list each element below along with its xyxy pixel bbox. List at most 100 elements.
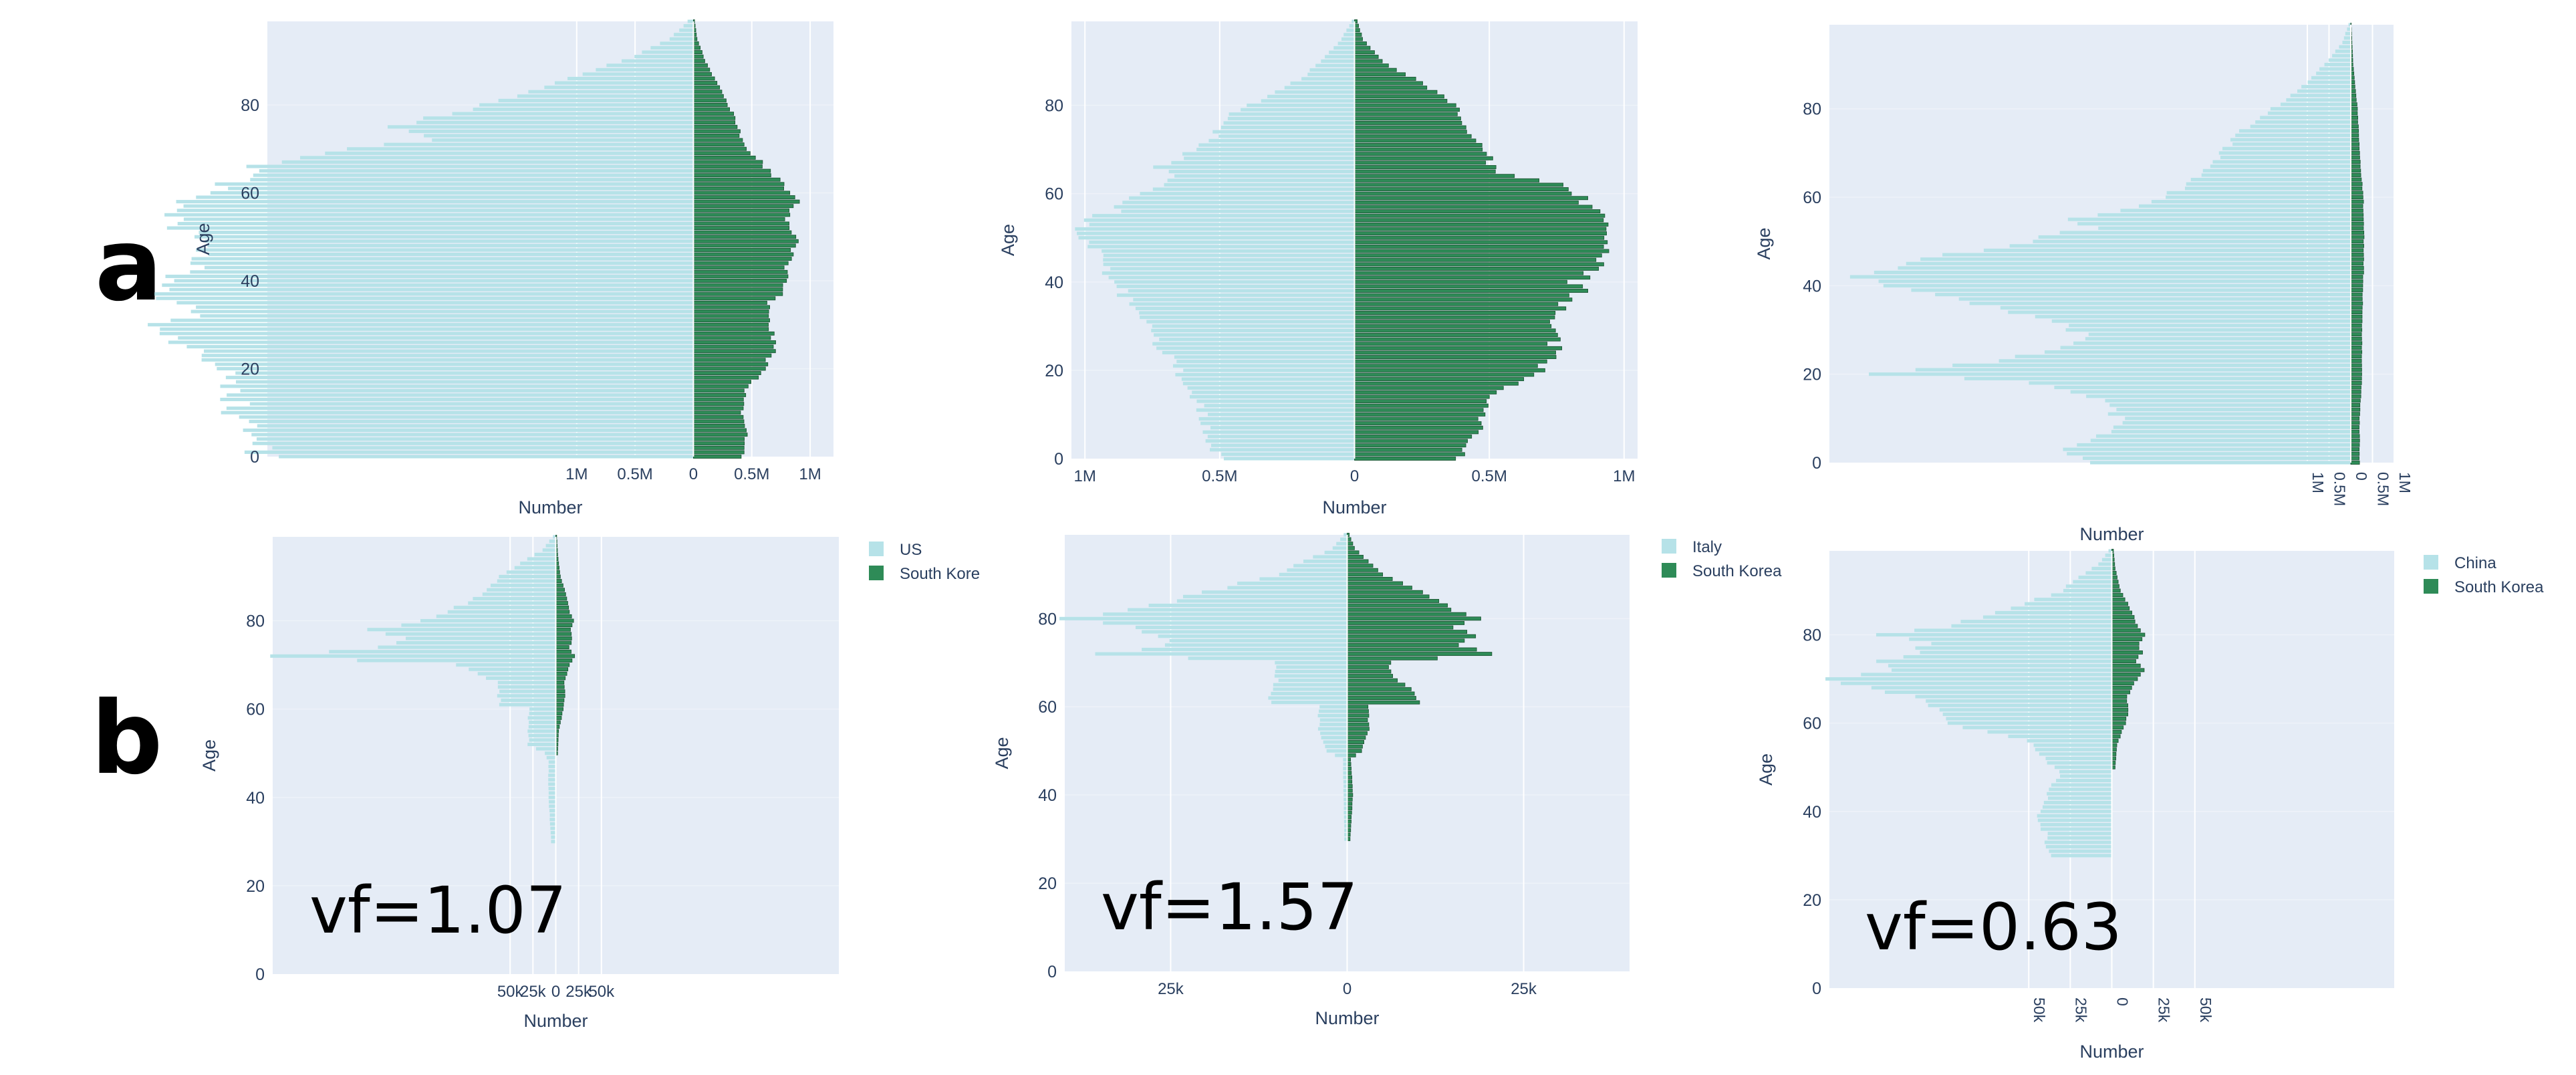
- bar-left-age-91: [506, 570, 556, 574]
- bar-right-age-43: [2350, 270, 2364, 275]
- bar-left-age-34: [549, 822, 556, 826]
- bar-left-age-29: [1151, 328, 1355, 332]
- bar-left-age-30: [551, 840, 556, 844]
- bar-right-age-88: [1347, 581, 1403, 586]
- bar-right-age-3: [693, 441, 745, 446]
- bar-left-age-74: [1212, 130, 1355, 134]
- bar-left-age-21: [215, 362, 694, 366]
- bar-right-age-78: [1354, 112, 1458, 116]
- bar-left-age-33: [2035, 315, 2351, 319]
- bar-left-age-32: [200, 314, 694, 318]
- bar-right-age-64: [2111, 703, 2128, 708]
- bar-left-age-73: [1888, 664, 2112, 668]
- pyramid-chart-6: 0 20 40 60 80 50k 25k 0 25k 50k Age Number China Sout…: [1756, 549, 2544, 1062]
- bar-left-age-57: [1319, 718, 1347, 722]
- bar-left-age-69: [469, 667, 556, 671]
- bar-left-age-61: [499, 703, 556, 707]
- bar-left-age-78: [1931, 642, 2112, 646]
- bar-left-age-96: [1332, 546, 1347, 550]
- bar-right-age-63: [555, 693, 565, 698]
- bar-right-age-87: [1354, 72, 1406, 77]
- bar-left-age-66: [2202, 168, 2351, 172]
- bar-left-age-11: [1196, 408, 1355, 412]
- bar-left-age-75: [2238, 129, 2351, 133]
- bar-left-age-87: [582, 72, 694, 76]
- bar-right-age-86: [1347, 590, 1423, 594]
- bar-right-age-35: [1354, 302, 1559, 306]
- bar-left-age-57: [529, 720, 556, 725]
- vf-annotation: vf=1.57: [1101, 870, 1358, 945]
- bar-left-age-42: [1102, 271, 1355, 275]
- bar-right-age-15: [2350, 394, 2361, 398]
- bar-left-age-66: [1153, 165, 1355, 169]
- bar-left-age-93: [520, 562, 556, 566]
- bar-left-age-58: [2138, 204, 2351, 208]
- bar-left-age-7: [257, 424, 694, 428]
- bar-right-age-43: [1354, 266, 1599, 271]
- bar-left-age-36: [1133, 297, 1355, 302]
- bar-left-age-85: [554, 81, 694, 85]
- bar-right-age-89: [555, 579, 562, 584]
- bar-right-age-62: [1347, 696, 1416, 700]
- bar-left-age-67: [1884, 690, 2112, 694]
- x-tick-label: 0.5M: [734, 465, 769, 483]
- bar-right-age-64: [1347, 687, 1412, 691]
- bar-right-age-68: [555, 671, 567, 676]
- bar-right-age-11: [2350, 412, 2360, 416]
- bar-left-age-23: [1174, 355, 1355, 359]
- bar-left-age-34: [1343, 820, 1347, 824]
- x-axis-title: Number: [1322, 497, 1386, 517]
- bar-right-age-28: [693, 331, 775, 336]
- bar-left-age-62: [1942, 712, 2112, 716]
- bar-right-age-85: [2111, 610, 2132, 615]
- bar-left-age-96: [1343, 33, 1355, 37]
- pyramid-chart-1: 0 20 40 60 80 1M 0.5M 0 0.5M 1M Age Number: [148, 19, 833, 517]
- legend-swatch: [2424, 579, 2438, 594]
- bar-left-age-3: [2063, 447, 2351, 451]
- bar-left-age-77: [1227, 116, 1355, 120]
- bar-right-age-41: [1347, 788, 1353, 793]
- x-axis-title: Number: [523, 1011, 588, 1031]
- bar-left-age-94: [2085, 571, 2112, 575]
- bar-right-age-34: [1354, 306, 1567, 311]
- bar-left-age-76: [406, 636, 556, 640]
- bar-left-age-55: [164, 213, 694, 217]
- bar-left-age-91: [1325, 55, 1355, 59]
- bar-left-age-79: [1103, 621, 1347, 625]
- bar-left-age-45: [548, 773, 556, 778]
- y-tick-label: 40: [246, 789, 265, 808]
- x-tick-label: 0: [689, 465, 698, 483]
- bar-right-age-81: [1347, 612, 1466, 616]
- bar-right-age-5: [693, 433, 748, 437]
- bar-left-age-33: [190, 310, 694, 314]
- bar-left-age-24: [203, 349, 694, 353]
- bar-right-age-34: [2350, 310, 2363, 315]
- y-tick-label: 0: [250, 448, 259, 467]
- bar-left-age-53: [1089, 223, 1355, 227]
- bar-left-age-99: [553, 535, 556, 539]
- bar-right-age-81: [693, 98, 727, 103]
- bar-left-age-46: [1343, 767, 1347, 771]
- bar-right-age-56: [693, 208, 789, 213]
- bar-left-age-90: [1321, 59, 1355, 64]
- bar-left-age-44: [190, 261, 694, 265]
- bar-left-age-13: [1196, 399, 1355, 403]
- bar-left-age-45: [1906, 261, 2351, 265]
- bar-left-age-57: [2120, 209, 2351, 213]
- x-tick-label: 1M: [2396, 472, 2414, 493]
- bar-left-age-7: [1210, 426, 1355, 430]
- series-right: [1347, 533, 1493, 842]
- bar-left-age-57: [2008, 734, 2112, 739]
- bar-left-age-54: [528, 733, 556, 737]
- bar-left-age-4: [2077, 443, 2351, 447]
- bar-left-age-6: [243, 429, 694, 433]
- bar-left-age-62: [2184, 187, 2351, 191]
- bar-left-age-95: [669, 37, 694, 41]
- bar-right-age-87: [693, 72, 712, 76]
- bar-left-age-63: [250, 178, 694, 182]
- bar-right-age-59: [1347, 709, 1369, 713]
- bar-left-age-43: [1343, 780, 1347, 784]
- y-tick-label: 0: [1054, 450, 1063, 469]
- bar-left-age-69: [325, 151, 694, 155]
- bar-right-age-64: [1354, 174, 1515, 178]
